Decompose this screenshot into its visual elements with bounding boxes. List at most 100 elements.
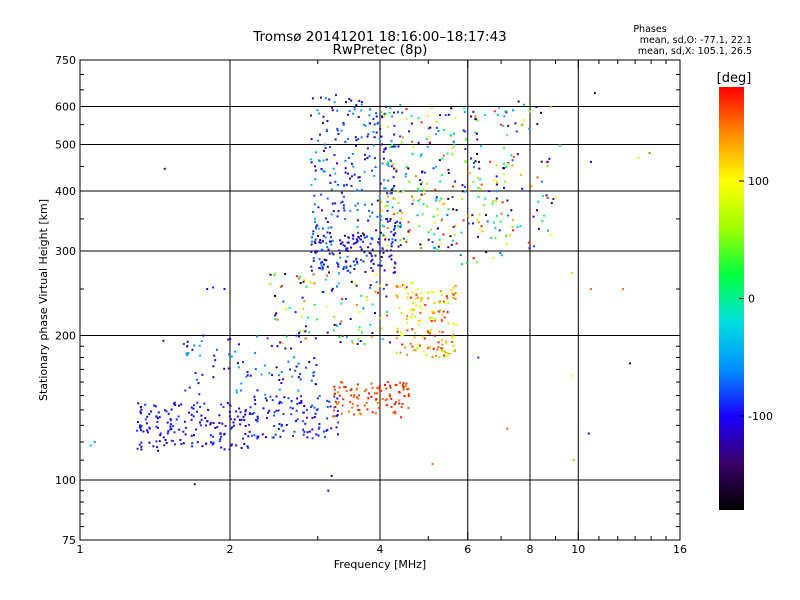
data-point: [279, 341, 282, 344]
data-point: [203, 402, 206, 405]
data-point: [333, 406, 336, 409]
data-point: [89, 444, 92, 447]
data-point: [363, 203, 366, 206]
data-point: [398, 402, 401, 405]
data-point: [336, 403, 339, 406]
data-point: [361, 331, 363, 334]
data-point: [246, 374, 249, 377]
data-point: [367, 133, 370, 136]
data-point: [265, 399, 268, 402]
data-point: [499, 252, 502, 254]
data-point: [329, 181, 332, 184]
data-point: [348, 110, 351, 113]
data-point: [399, 244, 402, 247]
data-point: [313, 282, 316, 285]
data-point: [303, 300, 306, 303]
data-point: [348, 98, 351, 101]
data-point: [450, 107, 453, 110]
data-point: [397, 245, 400, 248]
data-point: [330, 226, 333, 229]
data-point: [431, 356, 434, 358]
data-point: [339, 394, 341, 397]
data-point: [406, 353, 409, 356]
data-point: [478, 227, 481, 230]
data-point: [272, 436, 275, 439]
data-point: [363, 404, 366, 407]
data-point: [170, 419, 172, 422]
data-point: [446, 214, 449, 217]
data-point: [404, 175, 407, 178]
data-point: [332, 415, 335, 418]
data-point: [439, 290, 442, 293]
data-point: [335, 426, 338, 429]
data-point: [159, 434, 162, 437]
data-point: [296, 397, 299, 400]
data-point: [373, 123, 376, 126]
data-point: [393, 145, 396, 148]
data-point: [587, 432, 590, 435]
data-point: [484, 114, 486, 116]
data-point: [410, 114, 413, 117]
data-point: [392, 176, 395, 179]
data-point: [403, 283, 405, 286]
data-point: [438, 330, 441, 333]
data-point: [381, 209, 384, 212]
data-point: [344, 171, 347, 174]
data-point: [377, 241, 380, 244]
data-point: [190, 434, 193, 437]
data-point: [393, 403, 396, 406]
data-point: [503, 115, 506, 118]
data-point: [357, 176, 360, 179]
data-point: [495, 214, 498, 217]
data-point: [409, 342, 412, 345]
data-point: [336, 397, 339, 400]
data-point: [452, 132, 455, 135]
data-point: [389, 249, 392, 252]
data-point: [240, 418, 243, 421]
data-point: [212, 365, 215, 368]
data-point: [200, 414, 203, 417]
data-point: [418, 343, 420, 346]
data-point: [313, 194, 316, 197]
data-point: [476, 176, 479, 179]
y-tick-label: 600: [55, 101, 76, 114]
data-point: [443, 316, 446, 319]
data-point: [349, 177, 351, 180]
data-point: [167, 412, 170, 415]
data-point: [323, 258, 326, 261]
data-point: [382, 150, 385, 153]
data-point: [402, 388, 405, 391]
data-point: [363, 250, 366, 253]
data-point: [435, 165, 437, 168]
data-point: [478, 167, 481, 170]
data-point: [257, 417, 259, 420]
data-point: [323, 263, 325, 266]
data-point: [419, 319, 422, 322]
data-point: [364, 158, 366, 161]
data-point: [350, 280, 353, 283]
data-point: [421, 213, 424, 216]
data-point: [314, 250, 317, 253]
data-point: [386, 381, 389, 384]
data-point: [412, 145, 415, 148]
data-point: [392, 213, 395, 216]
data-point: [331, 202, 334, 205]
data-point: [471, 214, 474, 217]
data-point: [492, 221, 495, 224]
data-point: [385, 283, 388, 286]
data-point: [427, 127, 430, 130]
data-point: [169, 425, 172, 428]
data-point: [439, 180, 442, 183]
data-point: [452, 225, 455, 228]
data-point: [420, 307, 423, 310]
data-point: [269, 273, 272, 276]
data-point: [413, 349, 416, 352]
data-point: [145, 422, 148, 425]
data-point: [477, 356, 480, 359]
data-point: [324, 435, 326, 438]
data-point: [156, 446, 158, 449]
data-point: [188, 386, 191, 389]
data-point: [452, 286, 455, 289]
data-point: [366, 147, 369, 150]
data-point: [244, 410, 247, 413]
